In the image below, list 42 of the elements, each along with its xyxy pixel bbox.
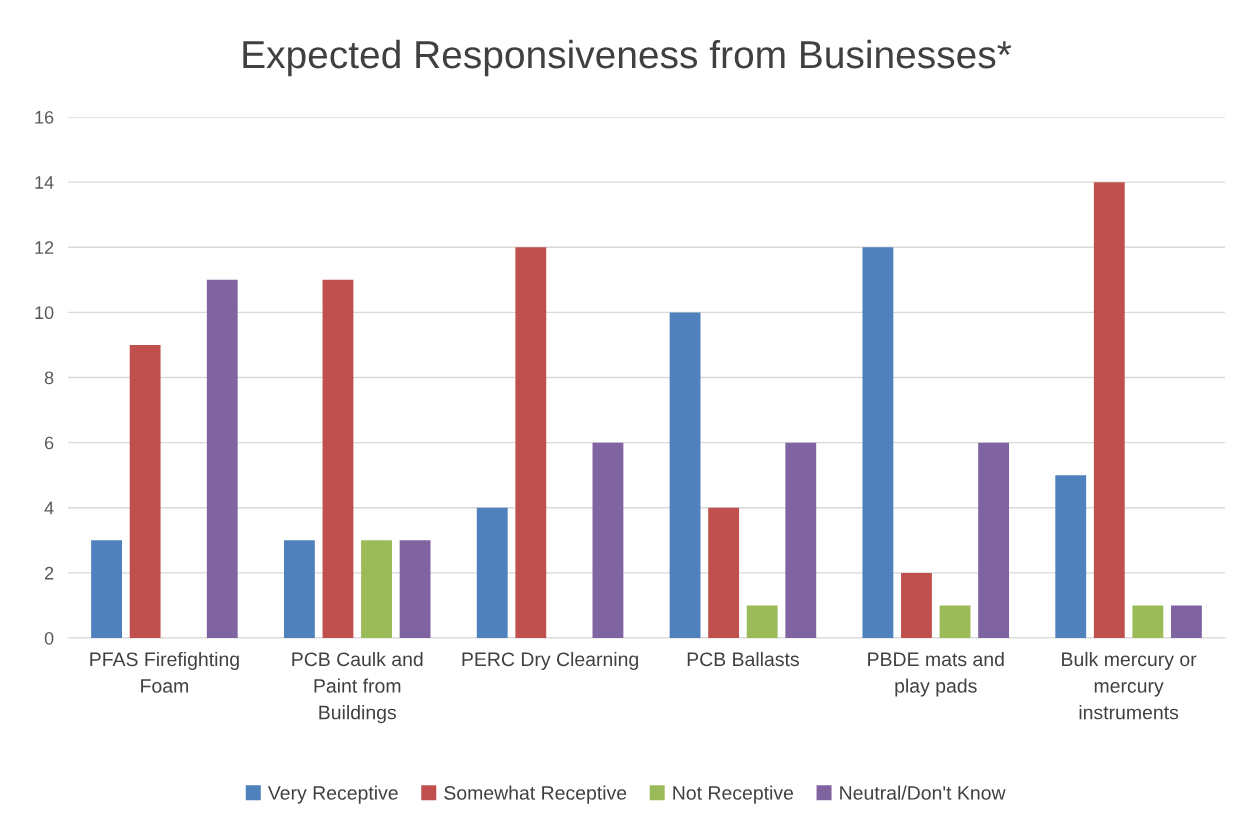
bar	[399, 540, 431, 638]
y-tick-label: 0	[44, 631, 54, 645]
y-tick-label: 12	[35, 241, 54, 254]
bar	[476, 507, 508, 638]
legend-label: Not Receptive	[673, 785, 794, 804]
bar	[746, 605, 778, 638]
bar	[283, 540, 315, 638]
y-tick-label: 2	[44, 566, 54, 580]
y-tick-label: 10	[35, 306, 54, 320]
y-tick-label: 6	[44, 436, 54, 450]
bar	[785, 442, 817, 638]
bar	[91, 540, 122, 638]
bar	[901, 572, 932, 638]
bar	[862, 247, 894, 638]
bar	[978, 442, 1010, 638]
bar	[708, 507, 740, 638]
x-tick-label: PCB Caulk and Paint from Buildings	[292, 651, 423, 724]
bar	[361, 540, 392, 638]
bar	[1132, 605, 1164, 638]
bar	[1171, 605, 1202, 638]
x-tick-label: PERC Dry Clearning	[462, 651, 638, 671]
bar	[129, 344, 161, 638]
bar	[515, 247, 547, 638]
bar	[592, 442, 624, 638]
bar	[206, 279, 238, 638]
bar	[1093, 182, 1125, 638]
legend-label: Neutral/Don't Know	[840, 785, 1006, 800]
x-tick-label: PCB Ballasts	[687, 651, 799, 667]
x-tick-label: Bulk mercury or mercury instruments	[1062, 651, 1197, 720]
chart-title: Expected Responsiveness from Businesses*	[243, 39, 1012, 77]
bar	[322, 279, 354, 638]
legend-label: Somewhat Receptive	[444, 785, 627, 804]
y-tick-label: 4	[44, 501, 54, 515]
bar	[1055, 475, 1087, 638]
x-tick-label: PBDE mats and play pads	[868, 651, 1004, 697]
y-tick-label: 16	[35, 110, 54, 124]
y-tick-label: 14	[35, 176, 54, 189]
bar	[939, 605, 971, 638]
bar	[669, 312, 701, 638]
legend-label: Very Receptive	[267, 785, 398, 804]
x-tick-label: PFAS Firefighting Foam	[90, 651, 239, 693]
y-tick-label: 8	[44, 371, 54, 385]
